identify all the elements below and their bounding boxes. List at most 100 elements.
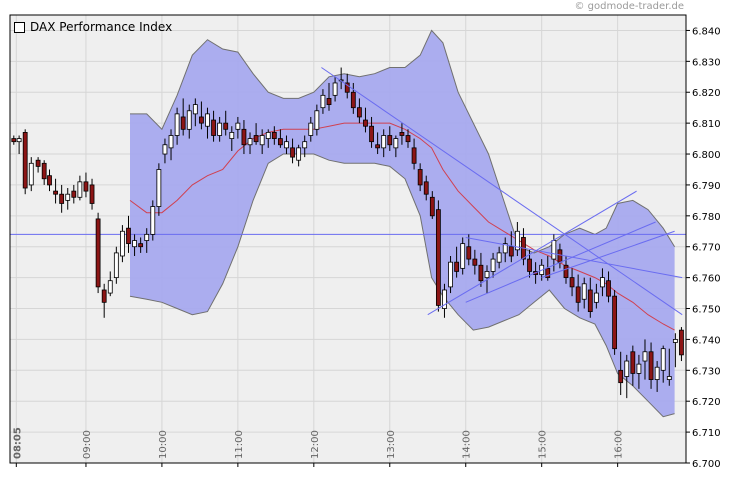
y-tick-label: 6.750: [692, 305, 721, 316]
y-tick-label: 6.780: [692, 212, 721, 223]
moving-average-line: [129, 122, 675, 331]
candle-body: [144, 233, 150, 241]
candle-body: [600, 277, 605, 288]
candle-body: [223, 122, 229, 130]
candle-body: [344, 82, 350, 93]
legend-label: DAX Performance Index: [30, 20, 173, 34]
candle-body: [126, 227, 131, 245]
candle-body: [113, 252, 119, 279]
candle-body: [107, 280, 113, 294]
candle-body: [496, 252, 502, 263]
candle-body: [679, 329, 684, 356]
y-tick-label: 6.820: [692, 88, 721, 99]
y-tick-label: 6.720: [692, 397, 721, 408]
y-tick-label: 6.730: [692, 366, 721, 377]
candle-body: [666, 376, 672, 380]
candle-body: [162, 144, 168, 155]
candle-body: [11, 138, 17, 143]
candle-body: [277, 138, 283, 146]
candle-body: [259, 135, 265, 146]
candle-body: [247, 138, 253, 146]
candle-body: [429, 196, 435, 217]
candle-body: [308, 122, 314, 136]
x-tick-label: 13:00: [386, 430, 397, 459]
candle-body: [363, 119, 368, 127]
candle-body: [296, 147, 302, 161]
candle-body: [393, 138, 399, 149]
trend-line: [541, 230, 675, 279]
x-tick-label: 16:00: [614, 430, 625, 459]
candle-body: [211, 119, 216, 136]
candle-body: [545, 267, 551, 279]
candle-body: [442, 289, 447, 309]
y-tick-label: 6.770: [692, 243, 721, 254]
candle-body: [654, 366, 660, 380]
candle-body: [356, 107, 362, 118]
candle-body: [302, 141, 308, 149]
y-tick-label: 6.830: [692, 57, 721, 68]
candle-body: [551, 240, 557, 260]
candle-body: [435, 209, 441, 306]
candle-body: [253, 135, 259, 143]
candle-body: [618, 369, 624, 384]
candle-body: [563, 264, 569, 279]
x-tick-label: 14:00: [462, 430, 473, 459]
candle-body: [508, 246, 514, 257]
candle-body: [490, 258, 496, 272]
candle-body: [660, 348, 666, 371]
candle-body: [290, 147, 295, 158]
candle-body: [83, 181, 89, 192]
x-tick-label: 10:00: [158, 430, 169, 459]
bollinger-upper-line: [130, 29, 676, 254]
candle-body: [454, 261, 460, 272]
candle-body: [448, 261, 453, 288]
candle-body: [241, 128, 247, 146]
candle-body: [47, 175, 52, 186]
chart-legend: DAX Performance Index: [14, 20, 172, 34]
candle-body: [59, 193, 65, 204]
candle-body: [180, 116, 186, 130]
candle-body: [484, 271, 490, 279]
candle-body: [405, 135, 411, 143]
candle-body: [411, 147, 417, 164]
candle-body: [369, 125, 374, 143]
candle-body: [77, 181, 83, 198]
candle-body: [381, 135, 387, 149]
candle-body: [332, 82, 338, 96]
y-tick-label: 6.710: [692, 428, 721, 439]
candle-body: [606, 280, 611, 297]
candle-body: [314, 110, 320, 130]
candle-body: [478, 264, 484, 282]
bollinger-band: [130, 30, 675, 417]
candle-body: [174, 113, 180, 136]
candle-body: [587, 289, 593, 313]
candle-body: [593, 292, 599, 303]
candle-body: [642, 351, 648, 362]
candle-body: [35, 159, 41, 167]
candle-body: [120, 230, 125, 257]
candle-body: [186, 110, 192, 130]
candle-body: [423, 181, 429, 195]
candle-body: [265, 132, 271, 139]
candle-body: [612, 295, 618, 350]
y-tick-label: 6.760: [692, 274, 721, 285]
candle-body: [472, 258, 478, 266]
x-tick-label: 11:00: [234, 430, 245, 459]
y-tick-label: 6.790: [692, 181, 721, 192]
x-tick-label: 15:00: [538, 430, 549, 459]
candle-body: [502, 243, 508, 254]
candle-body: [672, 339, 678, 343]
candle-body: [575, 286, 581, 303]
copyright-note: © godmode-trader.de: [574, 1, 685, 12]
candle-body: [22, 132, 28, 189]
candle-body: [192, 104, 198, 115]
candle-body: [514, 230, 520, 251]
trend-line: [465, 221, 656, 303]
candle-body: [41, 162, 47, 180]
candle-body: [466, 246, 472, 260]
candle-body: [95, 218, 101, 288]
candle-body: [284, 141, 289, 149]
candle-body: [460, 243, 466, 269]
candle-body: [387, 135, 393, 146]
